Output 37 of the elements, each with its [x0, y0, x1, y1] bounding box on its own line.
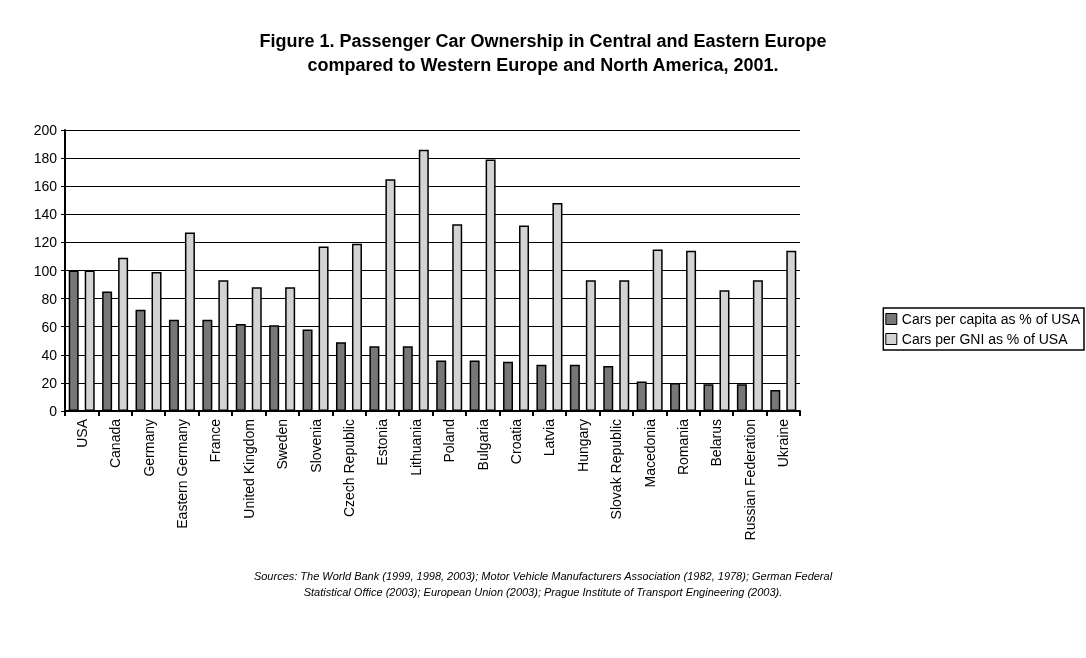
legend-label: Cars per capita as % of USA — [901, 311, 1081, 327]
x-tick-label: Croatia — [508, 418, 525, 465]
x-tick-label: France — [207, 418, 224, 463]
y-tick-label: 40 — [41, 346, 58, 363]
x-tick-label: Lithuania — [407, 418, 424, 476]
x-tick-label: Canada — [107, 418, 124, 469]
x-tick-label: USA — [73, 418, 90, 448]
x-tick-label: Slovak Republic — [608, 419, 625, 520]
x-tick-label: Czech Republic — [340, 419, 357, 518]
x-tick-label: Poland — [441, 419, 458, 463]
x-tick-label: Macedonia — [641, 418, 658, 488]
x-tick-label: Eastern Germany — [173, 419, 190, 529]
x-tick-label: Latvia — [541, 418, 558, 457]
x-tick-label: Germany — [140, 419, 157, 477]
x-tick-label: Hungary — [574, 419, 591, 472]
y-tick-label: 120 — [33, 234, 58, 251]
y-tick-label: 0 — [49, 403, 58, 419]
x-tick-label: Romania — [675, 418, 692, 476]
x-tick-label: Belarus — [708, 419, 725, 467]
y-tick-label: 100 — [33, 262, 58, 279]
y-tick-label: 140 — [33, 206, 58, 223]
legend-label: Cars per GNI as % of USA — [901, 331, 1069, 347]
x-tick-label: Ukraine — [775, 418, 792, 468]
y-tick-label: 160 — [33, 178, 58, 195]
y-tick-label: 200 — [33, 122, 58, 138]
y-tick-label: 80 — [41, 290, 58, 307]
x-tick-label: Sweden — [274, 419, 291, 470]
x-tick-label: Russian Federation — [741, 419, 758, 541]
x-tick-label: Estonia — [374, 418, 391, 466]
source-note: Sources: The World Bank (1999, 1998, 2003); Motor Vehicle Manufacturers Association (1982, 1978); German Federal Statistical Office (2003); European Union (2003); Prague Institute of Transport Engineering (2003). — [253, 570, 833, 598]
y-tick-label: 60 — [41, 318, 58, 335]
x-tick-label: Slovenia — [307, 418, 324, 473]
y-tick-label: 20 — [41, 374, 58, 391]
chart-title: Figure 1. Passenger Car Ownership in Central and Eastern Europe compared to Western Europe and North America, 2001. — [259, 31, 827, 75]
x-tick-label: Bulgaria — [474, 418, 491, 471]
x-tick-label: United Kingdom — [240, 419, 257, 519]
y-tick-label: 180 — [33, 150, 58, 167]
